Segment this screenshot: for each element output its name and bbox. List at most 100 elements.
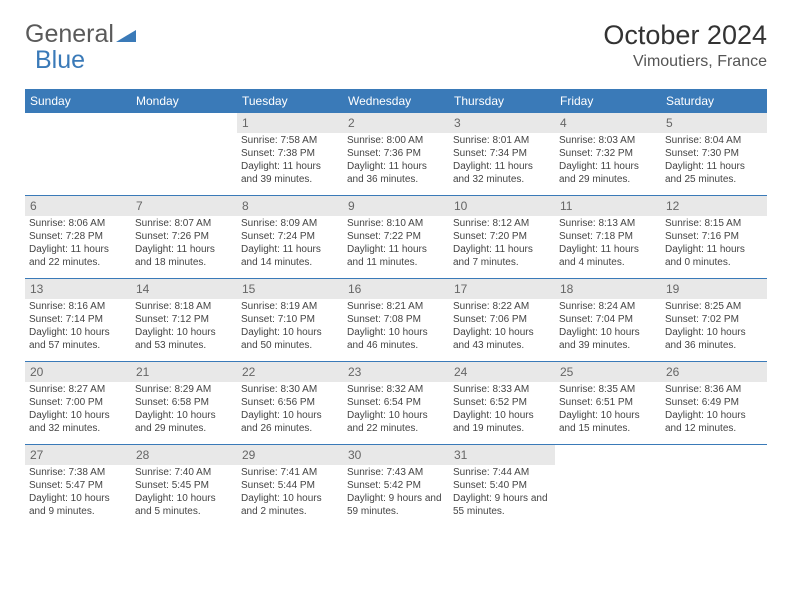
calendar-cell: 1Sunrise: 7:58 AMSunset: 7:38 PMDaylight… — [237, 113, 343, 193]
day-of-week-row: SundayMondayTuesdayWednesdayThursdayFrid… — [25, 89, 767, 113]
sunset-text: Sunset: 7:02 PM — [665, 313, 763, 326]
sunrise-text: Sunrise: 8:06 AM — [29, 217, 127, 230]
sunset-text: Sunset: 6:54 PM — [347, 396, 445, 409]
sunset-text: Sunset: 7:10 PM — [241, 313, 339, 326]
day-info: Sunrise: 8:29 AMSunset: 6:58 PMDaylight:… — [131, 382, 237, 441]
day-of-week-label: Tuesday — [237, 89, 343, 113]
daylight-text: Daylight: 11 hours and 25 minutes. — [665, 160, 763, 186]
calendar-cell — [25, 113, 131, 193]
title-block: October 2024 Vimoutiers, France — [603, 20, 767, 71]
daylight-text: Daylight: 10 hours and 39 minutes. — [559, 326, 657, 352]
calendar-cell: 3Sunrise: 8:01 AMSunset: 7:34 PMDaylight… — [449, 113, 555, 193]
calendar-cell: 16Sunrise: 8:21 AMSunset: 7:08 PMDayligh… — [343, 279, 449, 359]
calendar-cell: 29Sunrise: 7:41 AMSunset: 5:44 PMDayligh… — [237, 445, 343, 525]
day-number: 5 — [661, 113, 767, 133]
calendar-cell: 12Sunrise: 8:15 AMSunset: 7:16 PMDayligh… — [661, 196, 767, 276]
day-info: Sunrise: 7:43 AMSunset: 5:42 PMDaylight:… — [343, 465, 449, 524]
sunrise-text: Sunrise: 8:33 AM — [453, 383, 551, 396]
calendar: SundayMondayTuesdayWednesdayThursdayFrid… — [25, 89, 767, 525]
calendar-cell: 2Sunrise: 8:00 AMSunset: 7:36 PMDaylight… — [343, 113, 449, 193]
sunset-text: Sunset: 7:08 PM — [347, 313, 445, 326]
day-info: Sunrise: 8:13 AMSunset: 7:18 PMDaylight:… — [555, 216, 661, 275]
day-of-week-label: Thursday — [449, 89, 555, 113]
sunset-text: Sunset: 7:30 PM — [665, 147, 763, 160]
sunset-text: Sunset: 6:51 PM — [559, 396, 657, 409]
day-of-week-label: Monday — [131, 89, 237, 113]
weeks-container: 1Sunrise: 7:58 AMSunset: 7:38 PMDaylight… — [25, 113, 767, 525]
calendar-cell: 17Sunrise: 8:22 AMSunset: 7:06 PMDayligh… — [449, 279, 555, 359]
calendar-cell: 23Sunrise: 8:32 AMSunset: 6:54 PMDayligh… — [343, 362, 449, 442]
day-info: Sunrise: 7:44 AMSunset: 5:40 PMDaylight:… — [449, 465, 555, 524]
sunrise-text: Sunrise: 8:04 AM — [665, 134, 763, 147]
calendar-cell — [661, 445, 767, 525]
sunset-text: Sunset: 6:56 PM — [241, 396, 339, 409]
day-info: Sunrise: 8:30 AMSunset: 6:56 PMDaylight:… — [237, 382, 343, 441]
day-info: Sunrise: 8:22 AMSunset: 7:06 PMDaylight:… — [449, 299, 555, 358]
sunrise-text: Sunrise: 7:40 AM — [135, 466, 233, 479]
sunset-text: Sunset: 7:04 PM — [559, 313, 657, 326]
week-row: 20Sunrise: 8:27 AMSunset: 7:00 PMDayligh… — [25, 362, 767, 442]
daylight-text: Daylight: 11 hours and 32 minutes. — [453, 160, 551, 186]
day-number: 22 — [237, 362, 343, 382]
day-info: Sunrise: 8:27 AMSunset: 7:00 PMDaylight:… — [25, 382, 131, 441]
day-number: 29 — [237, 445, 343, 465]
day-number: 6 — [25, 196, 131, 216]
daylight-text: Daylight: 10 hours and 12 minutes. — [665, 409, 763, 435]
day-info: Sunrise: 8:04 AMSunset: 7:30 PMDaylight:… — [661, 133, 767, 192]
sunset-text: Sunset: 7:00 PM — [29, 396, 127, 409]
week-row: 6Sunrise: 8:06 AMSunset: 7:28 PMDaylight… — [25, 196, 767, 276]
daylight-text: Daylight: 11 hours and 4 minutes. — [559, 243, 657, 269]
day-number: 25 — [555, 362, 661, 382]
calendar-cell: 8Sunrise: 8:09 AMSunset: 7:24 PMDaylight… — [237, 196, 343, 276]
sunrise-text: Sunrise: 8:36 AM — [665, 383, 763, 396]
day-number: 19 — [661, 279, 767, 299]
day-info: Sunrise: 8:00 AMSunset: 7:36 PMDaylight:… — [343, 133, 449, 192]
calendar-cell: 30Sunrise: 7:43 AMSunset: 5:42 PMDayligh… — [343, 445, 449, 525]
daylight-text: Daylight: 11 hours and 22 minutes. — [29, 243, 127, 269]
sunset-text: Sunset: 7:20 PM — [453, 230, 551, 243]
daylight-text: Daylight: 10 hours and 2 minutes. — [241, 492, 339, 518]
calendar-cell: 18Sunrise: 8:24 AMSunset: 7:04 PMDayligh… — [555, 279, 661, 359]
day-number: 9 — [343, 196, 449, 216]
daylight-text: Daylight: 11 hours and 18 minutes. — [135, 243, 233, 269]
day-number: 23 — [343, 362, 449, 382]
sunset-text: Sunset: 7:18 PM — [559, 230, 657, 243]
calendar-cell: 6Sunrise: 8:06 AMSunset: 7:28 PMDaylight… — [25, 196, 131, 276]
day-info: Sunrise: 7:41 AMSunset: 5:44 PMDaylight:… — [237, 465, 343, 524]
day-number: 27 — [25, 445, 131, 465]
sunset-text: Sunset: 7:34 PM — [453, 147, 551, 160]
daylight-text: Daylight: 11 hours and 29 minutes. — [559, 160, 657, 186]
calendar-cell: 13Sunrise: 8:16 AMSunset: 7:14 PMDayligh… — [25, 279, 131, 359]
calendar-cell: 27Sunrise: 7:38 AMSunset: 5:47 PMDayligh… — [25, 445, 131, 525]
daylight-text: Daylight: 10 hours and 19 minutes. — [453, 409, 551, 435]
sunset-text: Sunset: 6:49 PM — [665, 396, 763, 409]
day-info: Sunrise: 8:24 AMSunset: 7:04 PMDaylight:… — [555, 299, 661, 358]
sunrise-text: Sunrise: 8:15 AM — [665, 217, 763, 230]
sunset-text: Sunset: 7:24 PM — [241, 230, 339, 243]
sunset-text: Sunset: 7:28 PM — [29, 230, 127, 243]
day-of-week-label: Friday — [555, 89, 661, 113]
calendar-cell: 7Sunrise: 8:07 AMSunset: 7:26 PMDaylight… — [131, 196, 237, 276]
day-number: 18 — [555, 279, 661, 299]
daylight-text: Daylight: 10 hours and 57 minutes. — [29, 326, 127, 352]
calendar-cell: 15Sunrise: 8:19 AMSunset: 7:10 PMDayligh… — [237, 279, 343, 359]
daylight-text: Daylight: 10 hours and 43 minutes. — [453, 326, 551, 352]
month-title: October 2024 — [603, 20, 767, 51]
sunrise-text: Sunrise: 8:24 AM — [559, 300, 657, 313]
daylight-text: Daylight: 10 hours and 15 minutes. — [559, 409, 657, 435]
calendar-cell: 28Sunrise: 7:40 AMSunset: 5:45 PMDayligh… — [131, 445, 237, 525]
day-info: Sunrise: 8:10 AMSunset: 7:22 PMDaylight:… — [343, 216, 449, 275]
sunset-text: Sunset: 5:40 PM — [453, 479, 551, 492]
calendar-cell: 10Sunrise: 8:12 AMSunset: 7:20 PMDayligh… — [449, 196, 555, 276]
calendar-cell: 11Sunrise: 8:13 AMSunset: 7:18 PMDayligh… — [555, 196, 661, 276]
day-info: Sunrise: 8:01 AMSunset: 7:34 PMDaylight:… — [449, 133, 555, 192]
sunrise-text: Sunrise: 8:29 AM — [135, 383, 233, 396]
brand-triangle-icon — [116, 20, 136, 49]
sunset-text: Sunset: 5:42 PM — [347, 479, 445, 492]
location-label: Vimoutiers, France — [603, 53, 767, 71]
sunrise-text: Sunrise: 7:44 AM — [453, 466, 551, 479]
sunrise-text: Sunrise: 8:10 AM — [347, 217, 445, 230]
daylight-text: Daylight: 10 hours and 29 minutes. — [135, 409, 233, 435]
day-number: 28 — [131, 445, 237, 465]
calendar-cell: 20Sunrise: 8:27 AMSunset: 7:00 PMDayligh… — [25, 362, 131, 442]
